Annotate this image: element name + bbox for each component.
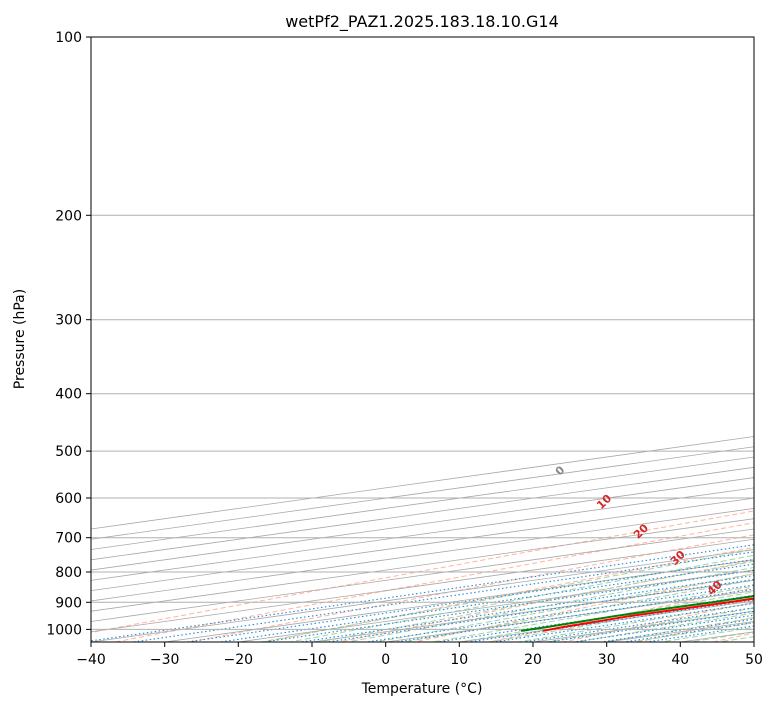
isotherm-line [91,518,754,612]
y-tick-label: 800 [55,565,82,581]
isotherm-line [91,436,754,530]
moist-adiabat-line [344,567,754,642]
x-tick-label: 0 [381,652,390,668]
y-tick-label: 600 [55,491,82,507]
isotherm-line [91,456,754,550]
isotherm-line [383,590,754,642]
moist-adiabat-label: 0 [553,463,568,478]
x-tick-label: −10 [297,652,327,668]
moist-adiabat-line [542,607,754,642]
x-tick-label: −40 [76,652,106,668]
y-tick-label: 200 [55,208,82,224]
isotherm-line [91,477,754,571]
x-tick-label: 30 [598,652,616,668]
dry-adiabat-lines [91,510,754,642]
moist-adiabat-line [514,602,754,642]
isotherm-line [91,487,754,581]
x-axis: −40 −30 −20 −10 0 10 20 30 40 50 [76,642,763,668]
y-tick-label: 700 [55,531,82,547]
isotherm-line [91,538,754,633]
isotherm-line [91,466,754,561]
pressure-grid-lines [91,37,754,630]
y-tick-label: 100 [55,30,82,46]
y-tick-label: 1000 [46,622,82,638]
moist-adiabat-line [315,560,754,642]
x-tick-label: 20 [524,652,542,668]
moist-adiabat-line [715,636,754,642]
moist-adiabat-label: 10 [594,492,614,512]
isotherm-line [91,508,754,602]
mixing-ratio-line [391,588,754,642]
dry-adiabat-line [187,534,754,642]
dry-adiabat-line [336,559,754,642]
y-tick-label: 900 [55,595,82,611]
moist-adiabat-line [429,585,754,642]
dry-adiabat-line [91,510,754,634]
mixing-ratio-line [362,584,754,642]
isotherm-lines [91,436,754,642]
diagram-annotations: -100-90-80-70-60-50-40-30-20-100.10.20.4… [553,463,725,598]
dry-adiabat-line [112,522,754,642]
chart-title: wetPf2_PAZ1.2025.183.18.10.G14 [285,12,559,32]
isotherm-line [91,528,754,622]
mixing-ratio-lines [91,544,754,642]
plot-frame [90,36,755,643]
dry-adiabat-line [560,601,754,642]
x-tick-label: −30 [150,652,180,668]
mixing-ratio-line [597,618,754,642]
moist-adiabat-line [287,554,754,642]
x-tick-label: −20 [224,652,254,668]
y-axis: 1000 900 800 700 600 500 400 300 200 100 [46,30,91,638]
isotherm-line [309,579,754,642]
isotherm-line [604,621,754,642]
isotherm-line [91,446,754,540]
x-tick-label: 40 [671,652,689,668]
dry-adiabat-line [261,546,754,642]
mixing-ratio-line [570,614,754,642]
y-tick-label: 300 [55,313,82,329]
temperature-profile-line [542,597,754,632]
plot-area: -100-90-80-70-60-50-40-30-20-100.10.20.4… [91,37,754,642]
x-axis-label: Temperature (°C) [361,681,483,697]
mixing-ratio-line [323,578,754,642]
moist-adiabat-label: 20 [631,521,651,541]
isotherm-line [91,549,754,642]
x-tick-label: 50 [745,652,763,668]
x-tick-label: 10 [450,652,468,668]
isotherm-line [91,497,754,592]
y-axis-label: Pressure (hPa) [12,289,28,389]
y-tick-label: 400 [55,387,82,403]
y-tick-label: 500 [55,444,82,460]
isotherm-line [456,600,754,642]
dry-adiabat-line [486,587,754,642]
mixing-ratio-line [296,574,754,642]
